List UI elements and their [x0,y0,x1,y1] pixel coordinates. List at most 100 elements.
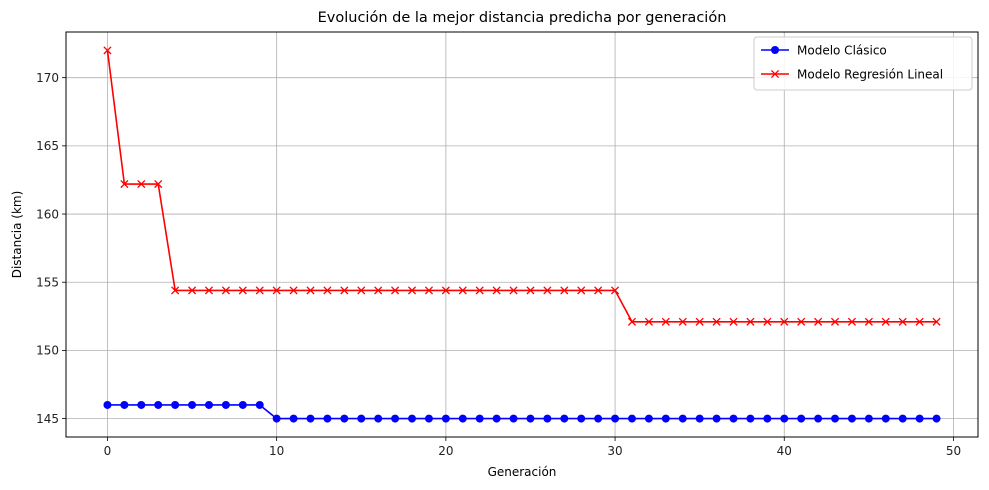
x-axis-label: Generación [488,465,557,479]
x-marker-stroke [543,286,552,295]
data-point-modelo-regresion-lineal [611,286,620,295]
chart-title: Evolución de la mejor distancia predicha… [318,10,727,26]
data-point-modelo-clasico [594,414,603,423]
legend-label-modelo-regresion-lineal: Modelo Regresión Lineal [797,68,943,82]
data-point-modelo-regresion-lineal [238,286,247,295]
data-point-modelo-clasico [627,414,636,423]
data-point-modelo-clasico [678,414,687,423]
x-marker-stroke [847,317,857,326]
data-point-modelo-regresion-lineal [441,286,450,295]
data-point-modelo-regresion-lineal [577,286,586,295]
data-point-modelo-clasico [272,414,281,423]
data-point-modelo-clasico [526,414,535,423]
x-marker-stroke [830,317,840,326]
data-point-modelo-regresion-lineal [898,317,907,326]
x-marker-stroke [729,317,738,326]
x-marker-stroke [492,286,501,295]
data-point-modelo-clasico [729,414,738,423]
x-marker-stroke [611,286,620,295]
x-marker-stroke [712,317,721,326]
data-point-modelo-clasico [137,400,146,409]
data-point-modelo-regresion-lineal [475,286,484,295]
data-point-modelo-clasico [424,414,433,423]
data-point-modelo-regresion-lineal [932,317,941,326]
data-point-modelo-clasico [644,414,653,423]
data-point-modelo-clasico [323,414,332,423]
data-point-modelo-clasico [458,414,467,423]
x-marker-stroke [120,179,129,189]
x-tick-label: 0 [104,444,112,458]
data-point-modelo-clasico [763,414,772,423]
data-point-modelo-clasico [391,414,400,423]
data-point-modelo-clasico [357,414,366,423]
x-marker-stroke [238,286,247,295]
data-point-modelo-regresion-lineal [509,286,518,295]
plot-frame [65,31,979,438]
data-point-modelo-regresion-lineal [763,317,772,326]
data-point-modelo-regresion-lineal [221,286,230,295]
x-marker-stroke [407,286,417,295]
y-axis-label: Distancia (km) [10,191,24,279]
data-point-modelo-regresion-lineal [797,317,806,326]
x-marker-stroke [526,286,535,295]
data-point-modelo-clasico [306,414,315,423]
data-point-modelo-clasico [289,414,298,423]
x-marker-stroke [154,179,163,189]
data-point-modelo-clasico [171,400,180,409]
x-marker-stroke [881,317,890,326]
data-point-modelo-regresion-lineal [120,179,129,189]
data-point-modelo-clasico [255,400,264,409]
x-marker-stroke [255,286,264,295]
data-point-modelo-regresion-lineal [830,317,840,326]
data-point-modelo-regresion-lineal [255,286,264,295]
data-point-modelo-clasico [797,414,806,423]
series-layer [103,46,941,423]
data-point-modelo-clasico [238,400,247,409]
x-marker-stroke [678,317,687,326]
data-point-modelo-clasico [695,414,704,423]
y-tick-label: 170 [36,71,59,85]
x-marker-stroke [374,286,383,295]
data-point-modelo-regresion-lineal [272,286,281,295]
data-point-modelo-regresion-lineal [323,286,332,295]
data-point-modelo-regresion-lineal [187,286,197,295]
x-marker-stroke [340,286,349,295]
data-point-modelo-clasico [221,400,230,409]
data-point-modelo-clasico [847,414,856,423]
data-point-modelo-clasico [577,414,586,423]
x-marker-stroke [171,286,180,295]
y-tick-label: 165 [36,139,59,153]
data-point-modelo-regresion-lineal [340,286,349,295]
data-point-modelo-regresion-lineal [171,286,180,295]
data-point-modelo-regresion-lineal [204,286,214,295]
y-tick-label: 160 [36,207,59,221]
data-point-modelo-clasico [103,400,112,409]
data-point-modelo-regresion-lineal [661,317,670,326]
data-point-modelo-clasico [831,414,840,423]
data-point-modelo-regresion-lineal [103,46,112,55]
x-tick-label: 40 [777,444,792,458]
data-point-modelo-regresion-lineal [695,317,704,326]
legend-marker-modelo-regresion-lineal [770,69,780,79]
data-point-modelo-clasico [204,400,213,409]
data-point-modelo-regresion-lineal [458,286,467,295]
x-marker-stroke [770,69,780,79]
data-point-modelo-regresion-lineal [594,286,603,295]
data-point-modelo-clasico [492,414,501,423]
x-marker-stroke [391,286,400,295]
x-marker-stroke [864,317,873,326]
legend-box [753,36,973,91]
x-marker-stroke [103,46,112,55]
data-point-modelo-clasico [814,414,823,423]
data-point-modelo-clasico [475,414,484,423]
data-point-modelo-clasico [154,400,163,409]
x-marker-stroke [898,317,907,326]
x-marker-stroke [357,286,366,295]
x-marker-stroke [661,317,670,326]
data-point-modelo-regresion-lineal [644,317,653,326]
data-point-modelo-regresion-lineal [543,286,552,295]
data-point-modelo-clasico [712,414,721,423]
data-point-modelo-regresion-lineal [306,286,315,295]
x-marker-stroke [814,317,823,326]
data-point-modelo-regresion-lineal [746,317,755,326]
